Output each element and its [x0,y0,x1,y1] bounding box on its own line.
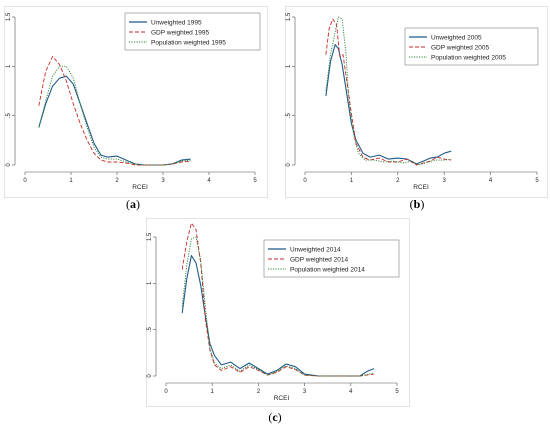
chart-b-legend-label-population: Population weighted 2005 [431,54,506,61]
chart-b-y-tick-label: 1.5 [286,12,292,21]
chart-a-legend-label-gdp: GDP weighted 1995 [151,29,209,36]
chart-a-x-axis-title: RCEI [132,184,148,191]
chart-b-legend-box [404,27,539,66]
chart-a-series-unweighted-line [38,75,191,166]
chart-b-x-tick-label: 2 [396,178,400,184]
chart-c-x-tick-label: 1 [211,389,215,395]
chart-a-y-tick-label: 1 [6,64,12,68]
chart-c-x-tick-label: 5 [395,389,399,395]
chart-c-x-axis-title: RCEI [274,395,290,402]
chart-b-y-tick-label: .5 [286,113,292,119]
chart-c-legend-label-gdp: GDP weighted 2014 [290,256,348,263]
chart-b-x-tick-label: 0 [303,178,307,184]
chart-c-y-tick-label: 0 [147,374,153,378]
caption-c-letter: c [272,410,278,424]
chart-c-x-tick-label: 2 [257,389,261,395]
chart-a-series-population-line [38,65,191,166]
chart-c-legend-label-population: Population weighted 2014 [290,266,365,273]
chart-a-x-tick-label: 1 [69,178,73,184]
chart-a-x-tick-label: 4 [207,178,211,184]
chart-b-series-gdp-line [325,18,452,166]
chart-c-x-tick-label: 0 [164,389,168,395]
chart-c-legend-box [263,239,400,278]
chart-a-y-tick-label: 1.5 [6,12,12,21]
chart-b-legend-label-unweighted: Unweighted 2005 [431,34,482,41]
chart-b-x-tick-label: 1 [350,178,354,184]
chart-a-legend-box [124,12,261,51]
chart-b-x-tick-label: 4 [489,178,493,184]
chart-b-x-tick-label: 5 [535,178,539,184]
chart-b-x-tick-label: 3 [443,178,447,184]
chart-c-x-tick-label: 3 [303,389,307,395]
caption-b-letter: b [413,197,421,211]
chart-a-x-tick-label: 0 [23,178,27,184]
chart-b-series-population-line [325,16,452,166]
chart-b-y-tick-label: 0 [286,163,292,167]
chart-c-series-gdp-line [181,222,374,377]
caption-b: (b) [409,197,425,211]
chart-a-x-tick-label: 3 [161,178,165,184]
caption-a-letter: a [130,197,136,211]
chart-a-series-gdp-line [38,56,191,166]
caption-c: (c) [268,410,282,424]
chart-c-legend-label-unweighted: Unweighted 2014 [290,246,341,253]
chart-a-y-tick-label: 0 [6,163,12,167]
chart-a-legend-label-population: Population weighted 1995 [151,39,226,46]
chart-a-x-tick-label: 2 [115,178,119,184]
chart-a-x-tick-label: 5 [253,178,257,184]
chart-c-y-tick-label: 1 [147,281,153,285]
chart-c-y-tick-label: 1.5 [147,232,153,241]
chart-b-y-tick-label: 1 [286,64,292,68]
chart-c-y-tick-label: .5 [147,327,153,333]
caption-a: (a) [126,197,140,211]
chart-b-x-axis-title: RCEI [413,184,429,191]
chart-c-x-tick-label: 4 [349,389,353,395]
chart-a-y-tick-label: .5 [6,113,12,119]
chart-a-legend-label-unweighted: Unweighted 1995 [151,19,202,26]
chart-b-legend-label-gdp: GDP weighted 2005 [431,44,489,51]
